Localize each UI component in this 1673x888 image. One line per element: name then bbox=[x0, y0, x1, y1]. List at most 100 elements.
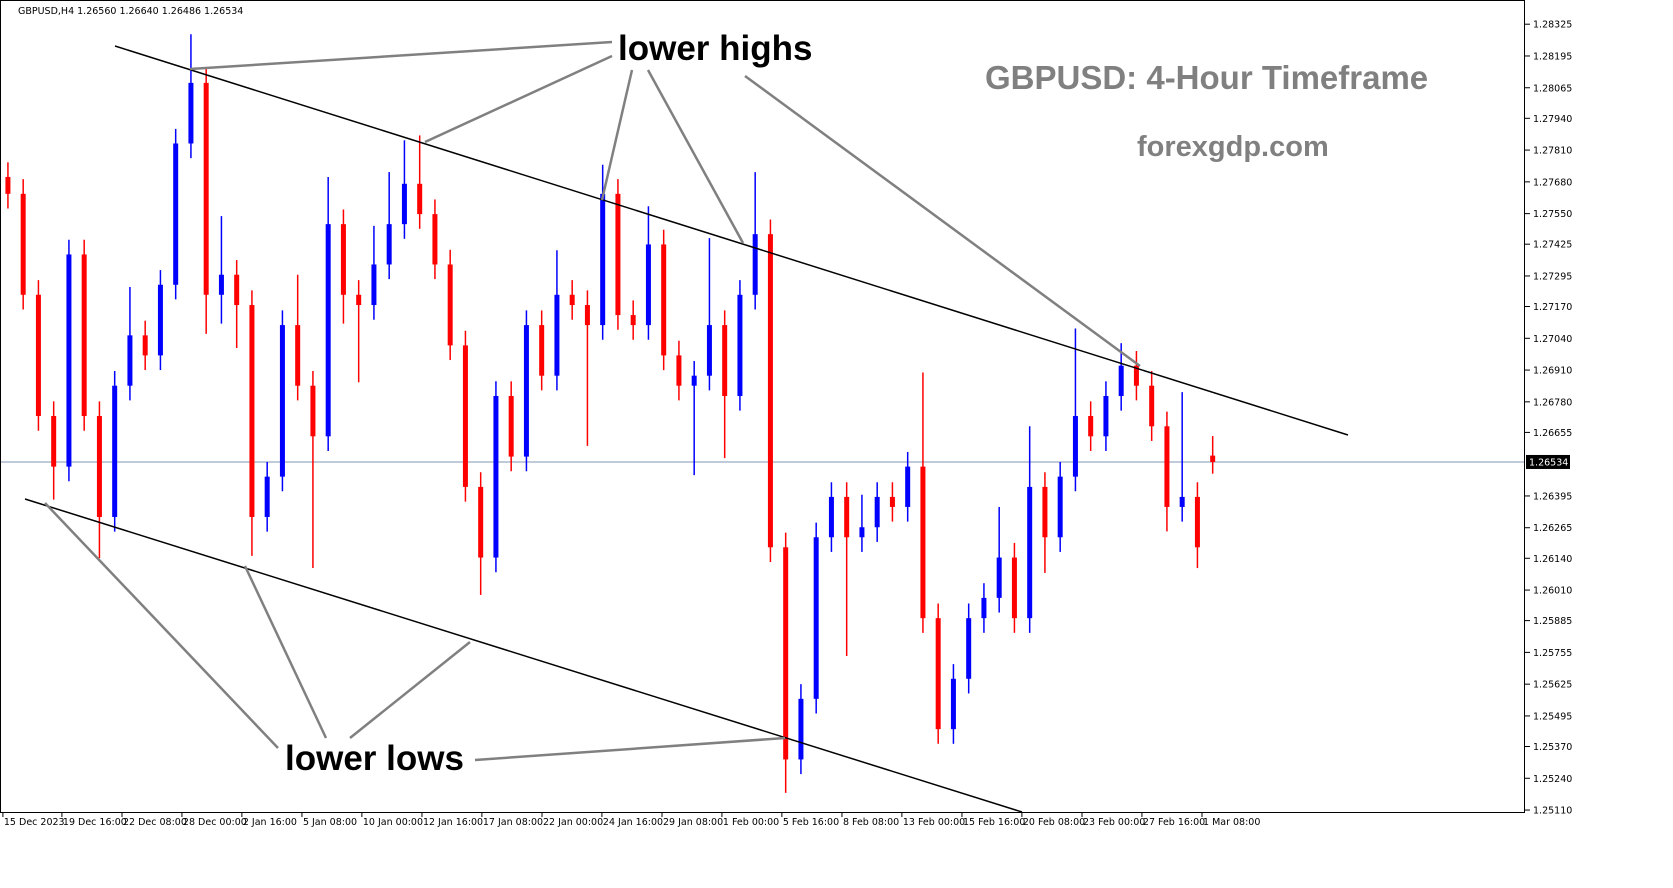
y-tick-label: 1.27550 bbox=[1533, 209, 1572, 220]
candle-body bbox=[401, 183, 407, 225]
y-tick-label: 1.25755 bbox=[1533, 648, 1572, 659]
candle-body bbox=[1057, 476, 1063, 538]
y-tick-label: 1.26010 bbox=[1533, 586, 1572, 597]
y-tick-label: 1.25240 bbox=[1533, 774, 1572, 785]
candle-body bbox=[295, 325, 301, 386]
candle-body bbox=[203, 82, 209, 295]
candle-body bbox=[234, 274, 240, 306]
candle-body bbox=[706, 325, 712, 376]
candle-body bbox=[1149, 385, 1155, 427]
candle-body bbox=[920, 466, 926, 619]
guide-line bbox=[243, 565, 328, 739]
x-tick-label: 12 Jan 16:00 bbox=[423, 817, 483, 828]
candle-body bbox=[767, 234, 773, 548]
candle-body bbox=[813, 537, 819, 699]
guide-line bbox=[474, 736, 786, 762]
x-tick-label: 13 Feb 00:00 bbox=[903, 817, 965, 828]
y-tick-label: 1.25110 bbox=[1533, 806, 1572, 817]
candle-body bbox=[676, 355, 682, 386]
current-price-box bbox=[1526, 454, 1570, 469]
candle-body bbox=[66, 254, 72, 467]
x-tick-label: 27 Feb 16:00 bbox=[1143, 817, 1205, 828]
candle-body bbox=[889, 496, 895, 507]
y-tick-label: 1.27810 bbox=[1533, 146, 1572, 157]
candle-body bbox=[81, 254, 87, 417]
x-tick-label: 29 Jan 08:00 bbox=[663, 817, 723, 828]
y-tick-label: 1.25885 bbox=[1533, 616, 1572, 627]
x-tick-label: 5 Jan 08:00 bbox=[303, 817, 357, 828]
candle-body bbox=[279, 325, 285, 477]
candle-body bbox=[188, 82, 194, 144]
symbol-header: GBPUSD,H4 1.26560 1.26640 1.26486 1.2653… bbox=[18, 6, 243, 17]
candle-body bbox=[432, 214, 438, 265]
annotation: lower lows bbox=[285, 739, 464, 778]
candle-body bbox=[142, 335, 148, 356]
plot-frame bbox=[0, 0, 1525, 813]
candle-body bbox=[462, 345, 468, 487]
candle-body bbox=[5, 176, 11, 194]
candle-body bbox=[828, 496, 834, 538]
candle-body bbox=[600, 193, 606, 326]
upper-trendline bbox=[114, 45, 1349, 436]
candle-body bbox=[691, 375, 697, 386]
annotation-guides bbox=[44, 40, 1141, 762]
candle-body bbox=[859, 527, 865, 538]
x-tick-label: 15 Feb 16:00 bbox=[963, 817, 1025, 828]
candle-body bbox=[615, 193, 621, 316]
candle-body bbox=[996, 557, 1002, 598]
candle-body bbox=[539, 325, 545, 376]
x-tick-label: 8 Feb 08:00 bbox=[843, 817, 899, 828]
candle-body bbox=[1072, 416, 1078, 477]
candle-body bbox=[508, 395, 514, 457]
candle-body bbox=[127, 335, 133, 386]
current-price-label: 1.26534 bbox=[1529, 457, 1568, 468]
x-tick-label: 22 Jan 00:00 bbox=[543, 817, 603, 828]
y-tick-label: 1.27295 bbox=[1533, 271, 1572, 282]
x-tick-label: 23 Feb 00:00 bbox=[1083, 817, 1145, 828]
candle-body bbox=[661, 244, 667, 356]
candle-body bbox=[96, 416, 102, 517]
chart-subtitle: forexgdp.com bbox=[1137, 131, 1329, 163]
candle-body bbox=[905, 466, 911, 507]
candle-body bbox=[310, 385, 316, 437]
candle-body bbox=[493, 395, 499, 558]
candle-body bbox=[935, 618, 941, 730]
candle-body bbox=[264, 476, 270, 517]
chart-title: GBPUSD: 4-Hour Timeframe bbox=[985, 59, 1428, 96]
candle-body bbox=[371, 264, 377, 306]
candle-body bbox=[523, 325, 529, 457]
candle-body bbox=[737, 294, 743, 396]
candle-body bbox=[478, 486, 484, 558]
y-tick-label: 1.27680 bbox=[1533, 177, 1572, 188]
candle-body bbox=[981, 597, 987, 619]
candle-body bbox=[1194, 496, 1200, 548]
candle-body bbox=[1179, 496, 1185, 507]
candle-body bbox=[783, 547, 789, 760]
guide-line bbox=[44, 502, 279, 749]
x-tick-label: 20 Feb 08:00 bbox=[1023, 817, 1085, 828]
candle-body bbox=[51, 416, 57, 467]
candle-body bbox=[173, 143, 179, 285]
candle-body bbox=[844, 496, 850, 538]
y-tick-label: 1.28065 bbox=[1533, 83, 1572, 94]
x-tick-label: 19 Dec 16:00 bbox=[63, 817, 127, 828]
candle-body bbox=[1103, 395, 1109, 437]
guide-line bbox=[600, 69, 634, 201]
candle-body bbox=[950, 678, 956, 730]
candle-body bbox=[722, 325, 728, 396]
candle-body bbox=[752, 234, 758, 295]
candle-body bbox=[584, 305, 590, 326]
candle-body bbox=[1027, 486, 1033, 619]
candle-body bbox=[1133, 365, 1139, 386]
guide-line bbox=[189, 40, 613, 71]
y-tick-label: 1.26265 bbox=[1533, 523, 1572, 534]
x-tick-label: 17 Jan 08:00 bbox=[483, 817, 543, 828]
y-tick-label: 1.26655 bbox=[1533, 428, 1572, 439]
candle-body bbox=[569, 294, 575, 306]
x-tick-label: 28 Dec 00:00 bbox=[183, 817, 247, 828]
lower-trendline bbox=[24, 498, 1023, 813]
y-tick-label: 1.25625 bbox=[1533, 680, 1572, 691]
candle-body bbox=[966, 618, 972, 679]
y-tick-label: 1.27170 bbox=[1533, 302, 1572, 313]
